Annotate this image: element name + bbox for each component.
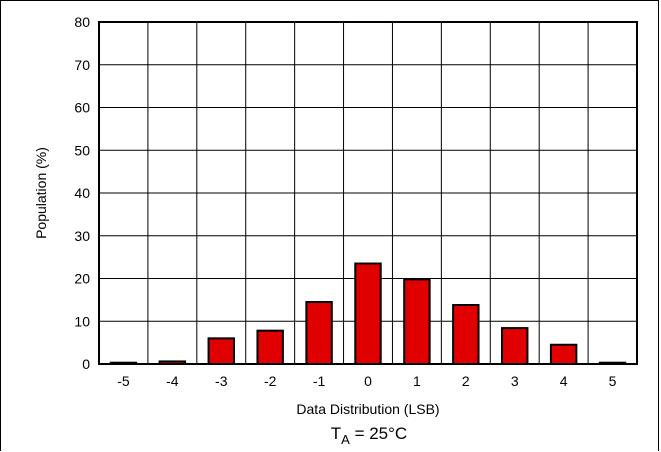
bar-1 bbox=[403, 278, 431, 366]
y-tick-label: 30 bbox=[74, 228, 90, 244]
bar--2 bbox=[256, 329, 284, 365]
caption-subscript: A bbox=[341, 432, 350, 447]
y-tick-label: 70 bbox=[74, 57, 90, 73]
temperature-caption: TA = 25°C bbox=[331, 424, 407, 447]
y-tick-label: 0 bbox=[82, 356, 90, 372]
y-tick-label: 20 bbox=[74, 271, 90, 287]
grid-lines bbox=[99, 21, 637, 365]
y-tick-label: 50 bbox=[74, 142, 90, 158]
bar-2 bbox=[452, 304, 480, 366]
x-tick-labels: -5 -4 -3 -2 -1 0 1 2 3 4 5 bbox=[117, 373, 616, 389]
bar-3 bbox=[501, 327, 529, 365]
bar--3 bbox=[207, 337, 235, 366]
caption-value: = 25°C bbox=[350, 424, 407, 443]
x-tick-label: -2 bbox=[264, 373, 277, 389]
bar-series bbox=[109, 262, 627, 366]
x-axis-label: Data Distribution (LSB) bbox=[296, 401, 439, 417]
x-tick-label: -1 bbox=[313, 373, 326, 389]
x-tick-label: -3 bbox=[215, 373, 228, 389]
y-tick-label: 40 bbox=[74, 185, 90, 201]
bar-4 bbox=[549, 343, 578, 366]
y-tick-labels: 0 10 20 30 40 50 60 70 80 bbox=[74, 14, 90, 372]
plot-area-border bbox=[98, 21, 638, 365]
y-tick-label: 10 bbox=[74, 313, 90, 329]
x-tick-label: 5 bbox=[609, 373, 617, 389]
x-tick-label: 0 bbox=[364, 373, 372, 389]
x-tick-label: -4 bbox=[166, 373, 179, 389]
x-tick-label: -5 bbox=[117, 373, 130, 389]
bar-0 bbox=[354, 262, 382, 366]
x-tick-label: 4 bbox=[560, 373, 568, 389]
x-tick-label: 3 bbox=[511, 373, 519, 389]
bar--1 bbox=[305, 301, 333, 366]
caption-symbol: T bbox=[331, 424, 341, 443]
y-tick-label: 60 bbox=[74, 100, 90, 116]
x-tick-label: 1 bbox=[413, 373, 421, 389]
x-tick-label: 2 bbox=[462, 373, 470, 389]
y-axis-label: Population (%) bbox=[33, 147, 49, 239]
y-tick-label: 80 bbox=[74, 14, 90, 30]
